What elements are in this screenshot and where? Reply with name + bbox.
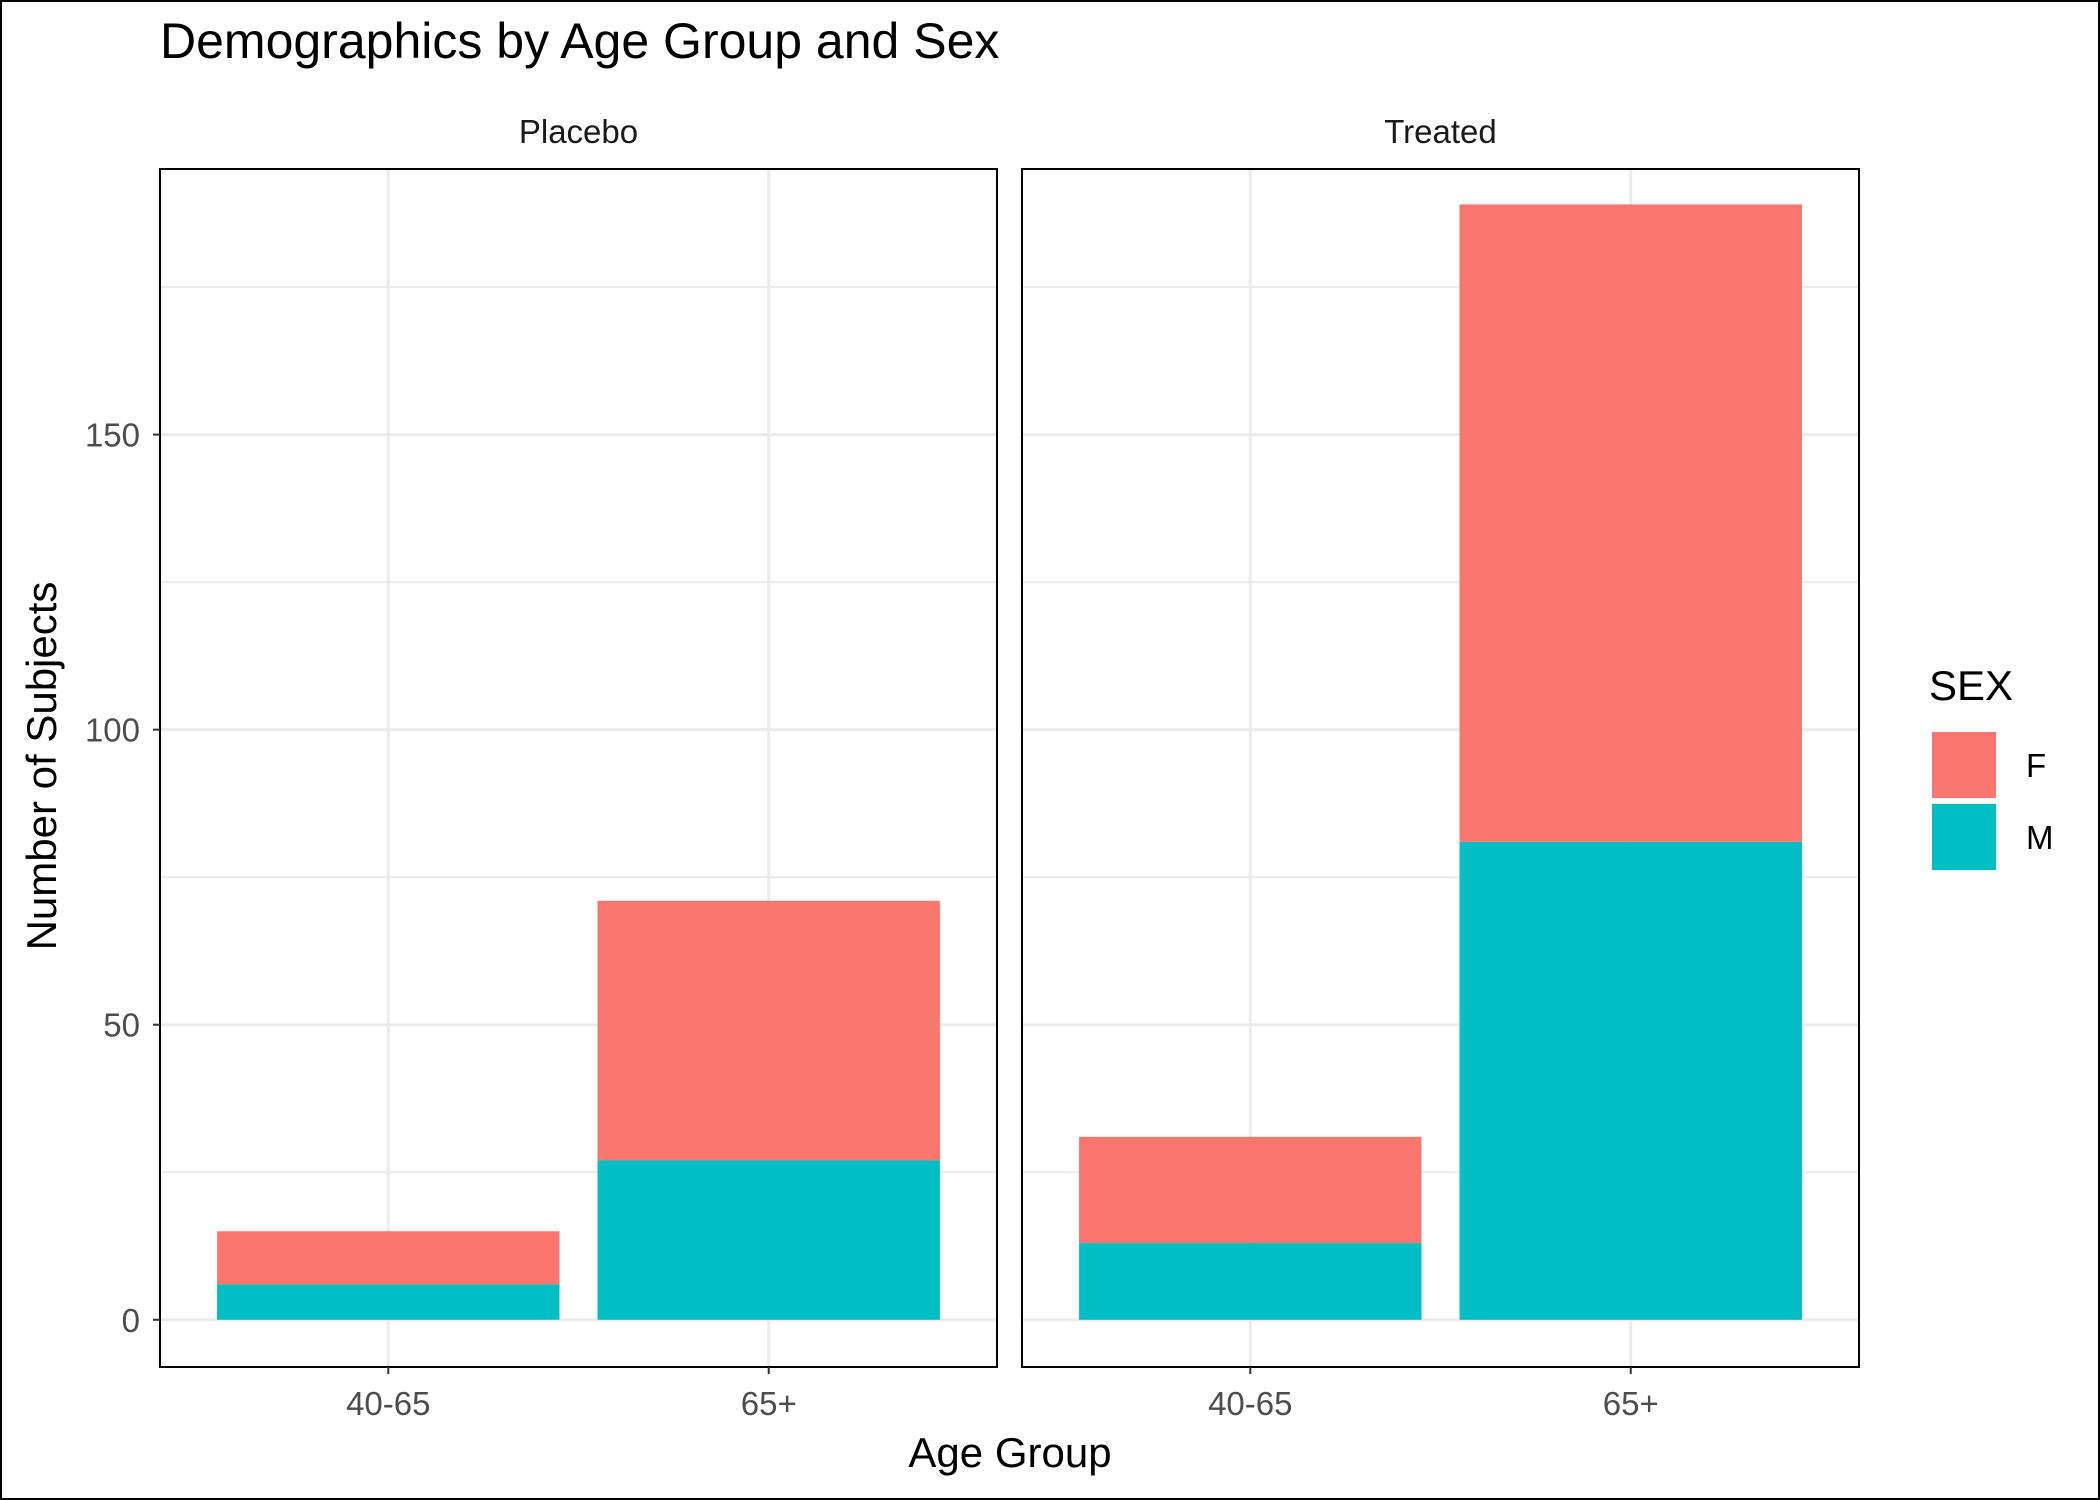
bar-f-65plus — [1459, 204, 1802, 842]
x-tick-label: 65+ — [741, 1385, 797, 1422]
bar-m-65plus — [1459, 841, 1802, 1320]
legend-title: SEX — [1929, 662, 2013, 709]
facet-panels: Placebo 40-65 65+ Treated 40-65 65+ — [159, 113, 1860, 1422]
panel-border — [159, 168, 998, 1368]
facet-panel: Placebo 40-65 65+ — [159, 113, 998, 1422]
x-axis-title: Age Group — [908, 1429, 1111, 1476]
bar-f-40-65 — [1079, 1136, 1422, 1244]
legend-label-m: M — [2026, 819, 2054, 856]
panel-border — [1021, 168, 1860, 1368]
x-tick-label: 40-65 — [346, 1385, 430, 1422]
x-tick-label: 40-65 — [1208, 1385, 1292, 1422]
y-tick-label: 0 — [122, 1302, 140, 1339]
legend-key-f — [1932, 732, 1996, 798]
bar-f-65plus — [597, 900, 940, 1161]
y-axis-title: Number of Subjects — [18, 582, 65, 951]
x-tick-label: 65+ — [1603, 1385, 1659, 1422]
y-tick-label: 150 — [85, 417, 140, 454]
y-tick-label: 50 — [103, 1007, 140, 1044]
legend: SEX FM — [1929, 662, 2054, 870]
bar-m-40-65 — [217, 1284, 560, 1320]
y-tick-label: 100 — [85, 712, 140, 749]
facet-strip-label: Treated — [1384, 113, 1497, 150]
legend-key-m — [1932, 804, 1996, 870]
facet-strip-label: Placebo — [519, 113, 638, 150]
bar-m-65plus — [597, 1160, 940, 1320]
y-axis: 0 50 100 150 — [85, 417, 160, 1339]
bar-m-40-65 — [1079, 1243, 1422, 1320]
chart-title: Demographics by Age Group and Sex — [160, 13, 999, 69]
legend-label-f: F — [2026, 747, 2046, 784]
bar-f-40-65 — [217, 1231, 560, 1285]
facet-panel: Treated 40-65 65+ — [1021, 113, 1860, 1422]
